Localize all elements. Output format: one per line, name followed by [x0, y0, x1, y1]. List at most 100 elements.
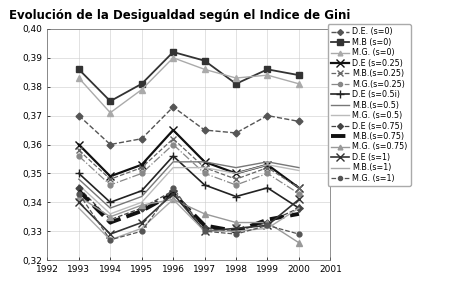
- M.B.(s=0.25): [139, 166, 145, 169]
- D.E (s=0.75): [202, 227, 208, 230]
- D.E. (s=0): [264, 114, 270, 117]
- D.E (s=1): [233, 227, 239, 230]
- M.G.(s=0.25): [76, 154, 82, 158]
- D.E (s=0.5i): [76, 172, 82, 175]
- D.E (s=1): [76, 201, 82, 204]
- D.E. (s=0): [139, 137, 145, 140]
- M.G. (s=1): [233, 232, 239, 236]
- M.G.(s=0.25): [233, 183, 239, 187]
- D.E (s=0.75): [108, 218, 113, 221]
- D.E (s=1): [296, 198, 302, 201]
- M.G. (s=0.5): [170, 166, 176, 169]
- D.E (s=1): [170, 192, 176, 195]
- D.E (s=0.25): [139, 163, 145, 166]
- M.G.(s=0.25): [202, 172, 208, 175]
- D.E (s=0.75): [170, 189, 176, 192]
- D.E (s=0.25): [202, 160, 208, 164]
- M.G. (s=1): [139, 229, 145, 233]
- M.G. (s=0.5): [139, 201, 145, 204]
- D.E. (s=0): [76, 114, 82, 117]
- Line: M.B.(s=0.75): M.B.(s=0.75): [79, 191, 299, 231]
- M.B.(s=0.5): [233, 166, 239, 169]
- M.B.(s=0.25): [264, 166, 270, 169]
- Line: M.G. (s=0.75): M.G. (s=0.75): [76, 194, 301, 246]
- M.B (s=0): [76, 68, 82, 71]
- M.B.(s=0.25): [170, 137, 176, 140]
- D.E (s=0.75): [139, 206, 145, 210]
- M.B (s=0): [296, 73, 302, 77]
- M.B (s=0): [202, 59, 208, 62]
- D.E. (s=0): [233, 131, 239, 135]
- M.B.(s=0.5): [170, 160, 176, 164]
- M.B.(s=0.5): [296, 166, 302, 169]
- M.G. (s=0): [233, 76, 239, 80]
- M.G. (s=0.75): [233, 221, 239, 224]
- D.E (s=0.5i): [233, 195, 239, 198]
- M.B.(s=1): [139, 227, 145, 230]
- M.G. (s=0): [76, 76, 82, 80]
- M.B.(s=1): [296, 206, 302, 210]
- M.G. (s=1): [170, 186, 176, 190]
- Line: D.E (s=0.25): D.E (s=0.25): [75, 126, 303, 192]
- D.E (s=1): [139, 221, 145, 224]
- M.B.(s=1): [76, 206, 82, 210]
- M.B.(s=0.25): [76, 149, 82, 152]
- D.E (s=0.75): [76, 186, 82, 190]
- M.G. (s=0.75): [76, 195, 82, 198]
- D.E (s=1): [108, 232, 113, 236]
- M.G. (s=0.5): [202, 166, 208, 169]
- M.G. (s=0.75): [202, 212, 208, 216]
- D.E. (s=0): [296, 120, 302, 123]
- M.G. (s=0.75): [170, 198, 176, 201]
- M.G.(s=0.25): [264, 172, 270, 175]
- Line: M.G. (s=0): M.G. (s=0): [76, 55, 301, 116]
- D.E (s=0.5i): [170, 154, 176, 158]
- M.G. (s=0.75): [296, 241, 302, 244]
- D.E. (s=0): [202, 128, 208, 132]
- Line: D.E. (s=0): D.E. (s=0): [76, 105, 301, 147]
- M.B (s=0): [170, 50, 176, 54]
- M.G. (s=0): [264, 73, 270, 77]
- M.G. (s=0): [296, 82, 302, 86]
- Legend: D.E. (s=0), M.B (s=0), M.G. (s=0), D.E (s=0.25), M.B.(s=0.25), M.G.(s=0.25), D.E: D.E. (s=0), M.B (s=0), M.G. (s=0), D.E (…: [328, 24, 410, 186]
- M.G. (s=0.75): [108, 215, 113, 218]
- Line: M.G. (s=1): M.G. (s=1): [76, 186, 301, 242]
- M.B.(s=0.5): [108, 206, 113, 210]
- D.E (s=0.5i): [202, 183, 208, 187]
- M.G. (s=0.75): [264, 221, 270, 224]
- M.G. (s=0.5): [296, 169, 302, 172]
- Line: M.B.(s=0.5): M.B.(s=0.5): [79, 162, 299, 208]
- M.B.(s=0.25): [108, 177, 113, 181]
- D.E (s=0.25): [170, 128, 176, 132]
- M.B.(s=0.25): [233, 177, 239, 181]
- M.B.(s=0.75): [296, 212, 302, 216]
- M.G. (s=0.75): [139, 203, 145, 207]
- D.E (s=0.75): [296, 206, 302, 210]
- Line: M.B (s=0): M.B (s=0): [76, 49, 302, 104]
- D.E (s=0.5i): [296, 206, 302, 210]
- M.B.(s=0.25): [296, 186, 302, 190]
- M.G. (s=0.5): [76, 183, 82, 187]
- M.G. (s=0): [202, 68, 208, 71]
- M.G. (s=1): [264, 224, 270, 227]
- M.G. (s=1): [202, 229, 208, 233]
- M.B (s=0): [139, 82, 145, 86]
- M.B.(s=0.75): [202, 224, 208, 227]
- M.B (s=0): [108, 99, 113, 103]
- Line: M.B.(s=0.25): M.B.(s=0.25): [75, 135, 302, 191]
- Line: D.E (s=0.5i): D.E (s=0.5i): [75, 152, 303, 212]
- D.E. (s=0): [108, 143, 113, 146]
- M.B (s=0): [233, 82, 239, 86]
- D.E (s=0.25): [233, 172, 239, 175]
- D.E (s=0.25): [76, 143, 82, 146]
- Line: M.G. (s=0.5): M.G. (s=0.5): [79, 165, 299, 214]
- M.B.(s=0.5): [139, 195, 145, 198]
- D.E (s=0.5i): [139, 189, 145, 192]
- M.B.(s=1): [108, 238, 113, 242]
- Line: M.B.(s=1): M.B.(s=1): [79, 199, 299, 240]
- M.B.(s=1): [170, 198, 176, 201]
- M.B.(s=1): [233, 229, 239, 233]
- D.E (s=0.5i): [108, 201, 113, 204]
- D.E. (s=0): [170, 105, 176, 109]
- Line: M.G.(s=0.25): M.G.(s=0.25): [76, 142, 301, 196]
